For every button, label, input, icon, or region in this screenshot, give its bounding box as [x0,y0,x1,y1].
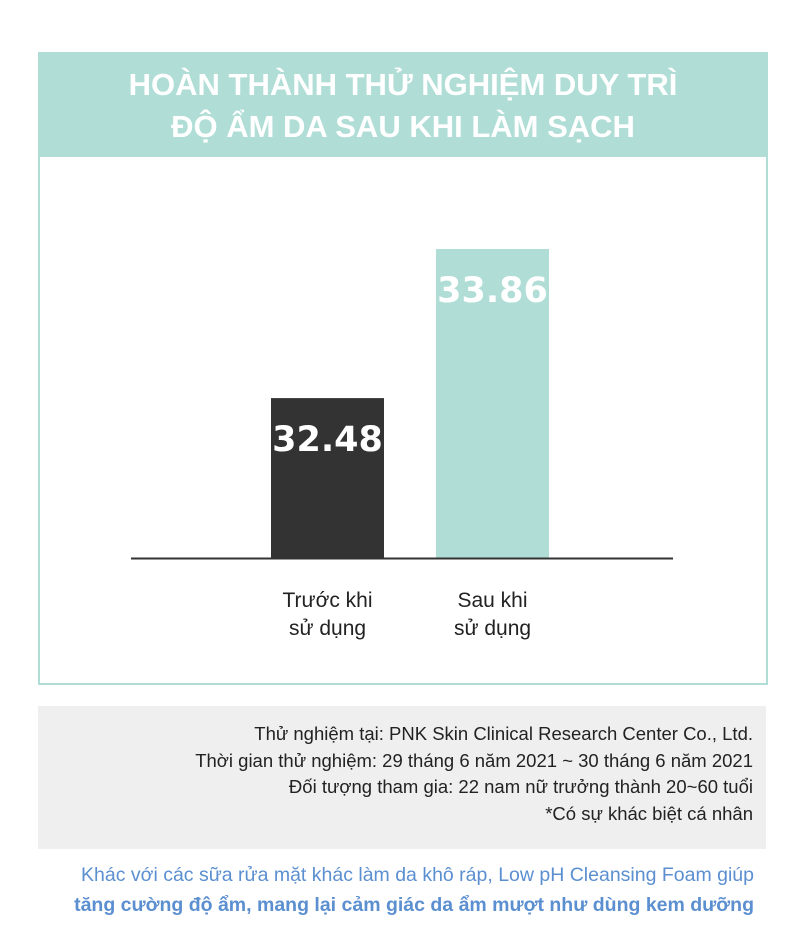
test-location: Thử nghiệm tại: PNK Skin Clinical Resear… [254,723,753,744]
test-period: Thời gian thử nghiệm: 29 tháng 6 năm 202… [195,749,753,771]
title-line-1: HOÀN THÀNH THỬ NGHIỆM DUY TRÌ [128,67,678,102]
bar-chart: 32.48 Trước khi sử dụng 33.86 Sau khi sử dụng [131,248,673,640]
data-label-0: 32.48 [272,420,383,460]
bar-1 [436,248,549,558]
test-info-box: Thử nghiệm tại: PNK Skin Clinical Resear… [38,706,766,849]
category-label-1-1: sử dụng [454,617,531,640]
chart-panel: HOÀN THÀNH THỬ NGHIỆM DUY TRÌ ĐỘ ẨM DA S… [38,52,768,685]
bar-0 [271,398,384,558]
category-label-0-0: Trước khi [282,589,372,612]
category-label-0-1: sử dụng [289,617,366,640]
footer-line-1: Khác với các sữa rửa mặt khác làm da khô… [81,864,754,886]
chart-title: HOÀN THÀNH THỬ NGHIỆM DUY TRÌ ĐỘ ẨM DA S… [40,54,766,157]
disclaimer: *Có sự khác biệt cá nhân [545,802,753,824]
title-line-2: ĐỘ ẨM DA SAU KHI LÀM SẠCH [171,109,635,144]
test-subjects: Đối tượng tham gia: 22 nam nữ trưởng thà… [288,776,753,797]
data-label-1: 33.86 [437,271,548,311]
footer-line-2: tăng cường độ ẩm, mang lại cảm giác da ẩ… [74,894,754,916]
category-label-1-0: Sau khi [457,589,527,612]
footer-text: Khác với các sữa rửa mặt khác làm da khô… [0,860,754,920]
